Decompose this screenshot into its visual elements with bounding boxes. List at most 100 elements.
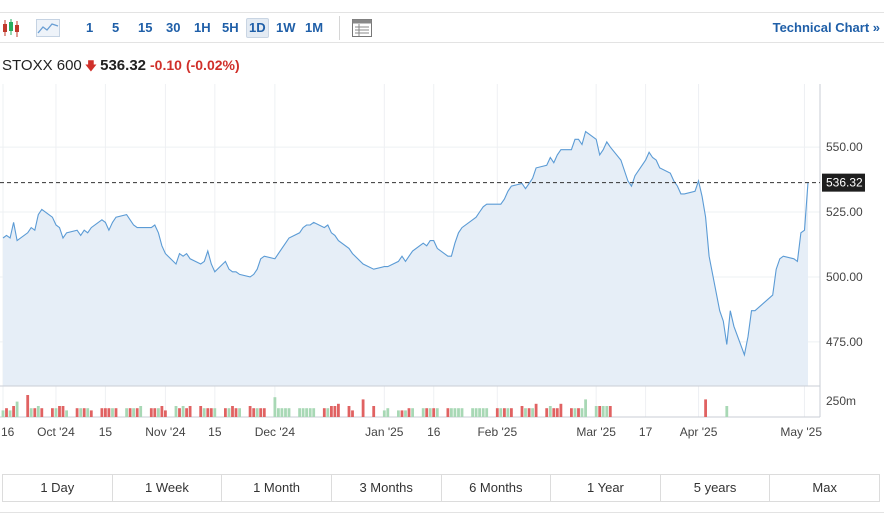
volume-bar [188, 406, 192, 417]
volume-bar [40, 408, 44, 417]
range-1-day[interactable]: 1 Day [3, 475, 113, 501]
range-selector: 1 Day 1 Week 1 Month 3 Months 6 Months 1 Year… [2, 474, 880, 502]
interval-1d[interactable]: 1D [246, 18, 269, 38]
volume-bar [608, 406, 612, 417]
volume-bar [259, 408, 263, 417]
volume-bar [460, 408, 464, 417]
last-price-label: 536.32 [826, 176, 863, 190]
volume-bar [471, 408, 474, 417]
volume-bar [29, 408, 33, 417]
volume-bar [404, 410, 407, 417]
volume-bar [361, 399, 365, 417]
interval-30[interactable]: 30 [166, 20, 181, 35]
volume-bar [224, 408, 227, 417]
volume-bar [227, 408, 231, 417]
volume-bar [425, 408, 429, 417]
interval-1h[interactable]: 1H [194, 20, 211, 35]
volume-bar [305, 408, 308, 417]
y-tick-label: 475.00 [826, 335, 863, 349]
volume-bar [202, 408, 206, 417]
interval-1[interactable]: 1 [86, 20, 94, 35]
volume-bar [372, 406, 376, 417]
volume-bar [107, 408, 111, 417]
candlestick-icon[interactable] [1, 17, 23, 39]
volume-bar [54, 408, 58, 417]
volume-bar [510, 408, 513, 417]
range-3-months[interactable]: 3 Months [332, 475, 442, 501]
volume-bar [164, 410, 167, 417]
volume-bar [570, 408, 573, 417]
x-tick-label: May '25 [780, 425, 822, 439]
x-tick-label: 15 [99, 425, 113, 439]
range-1-month[interactable]: 1 Month [222, 475, 332, 501]
volume-bar [435, 408, 439, 417]
volume-bar [495, 408, 499, 417]
volume-axis-label: 250m [826, 394, 856, 408]
price-chart[interactable]: 475.00 500.00 525.00 550.00 536.32 250m 16 Oct … [0, 84, 884, 444]
interval-5[interactable]: 5 [112, 20, 120, 35]
volume-bar [347, 406, 351, 417]
area-chart-icon[interactable] [36, 17, 60, 39]
volume-bar [386, 408, 390, 417]
volume-bar [584, 399, 587, 417]
interval-1m[interactable]: 1M [305, 20, 324, 35]
range-1-year[interactable]: 1 Year [551, 475, 661, 501]
volume-bar [298, 408, 301, 417]
range-1-week[interactable]: 1 Week [113, 475, 223, 501]
interval-15[interactable]: 15 [138, 20, 153, 35]
x-tick-label: 17 [639, 425, 653, 439]
chart-toolbar: 1 5 15 30 1H 5H 1D 1W 1M Technical Chart » [0, 12, 884, 43]
y-tick-label: 525.00 [826, 205, 863, 219]
range-6-months[interactable]: 6 Months [442, 475, 552, 501]
volume-bar [555, 408, 559, 417]
quote-header: STOXX 600 🡇 536.32 -0.10 (-0.02%) [2, 56, 240, 75]
volume-bar [185, 408, 188, 417]
volume-bar [61, 406, 65, 417]
volume-bar [337, 403, 340, 417]
technical-chart-link[interactable]: Technical Chart » [772, 20, 880, 35]
volume-bar [153, 408, 157, 417]
x-tick-label: Jan '25 [365, 425, 404, 439]
volume-bar [82, 408, 86, 417]
interval-1w[interactable]: 1W [276, 20, 296, 35]
volume-bar [545, 408, 549, 417]
volume-bar [457, 408, 460, 417]
volume-bar [428, 408, 432, 417]
volume-bar [485, 408, 489, 417]
volume-bar [287, 408, 291, 417]
volume-bar [531, 408, 534, 417]
volume-bar [8, 410, 12, 417]
volume-bar [252, 408, 256, 417]
volume-bar [330, 406, 333, 417]
volume-bar [135, 408, 139, 417]
volume-bar [397, 410, 400, 417]
volume-bar [284, 408, 287, 417]
volume-bar [125, 408, 128, 417]
volume-bar [534, 403, 538, 417]
volume-bar [262, 408, 266, 417]
y-tick-label: 500.00 [826, 270, 863, 284]
table-view-icon[interactable] [351, 17, 373, 39]
divider [0, 512, 884, 513]
price-change: -0.10 [150, 57, 182, 73]
volume-bar [308, 408, 312, 417]
range-5-years[interactable]: 5 years [661, 475, 771, 501]
x-tick-label: Nov '24 [145, 425, 186, 439]
volume-bar [51, 408, 54, 417]
volume-bar [499, 408, 503, 417]
range-max[interactable]: Max [812, 480, 837, 495]
volume-bar [5, 408, 8, 417]
volume-bar [725, 406, 729, 417]
volume-bar [598, 406, 602, 417]
interval-5h[interactable]: 5H [222, 20, 239, 35]
volume-bar [199, 406, 203, 417]
volume-bar [114, 408, 118, 417]
volume-bar [89, 410, 93, 417]
volume-bar [333, 406, 337, 417]
x-tick-label: 16 [427, 425, 441, 439]
volume-bar [605, 406, 609, 417]
volume-bar [474, 408, 478, 417]
x-tick-label: Dec '24 [255, 425, 296, 439]
volume-bar [594, 406, 598, 417]
volume-bar [65, 410, 68, 417]
